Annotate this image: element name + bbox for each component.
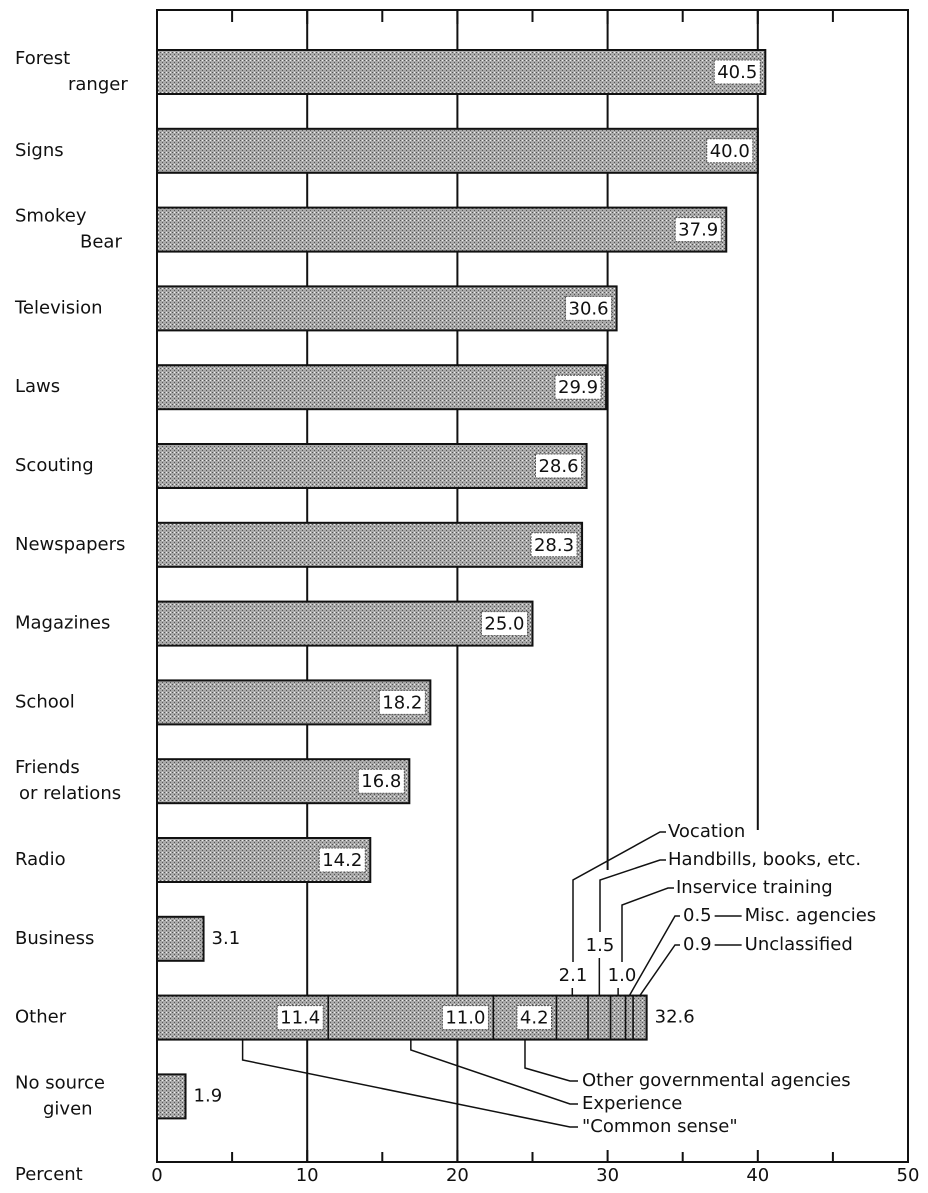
- bar: [156, 837, 372, 883]
- y-tick-label: Radio: [15, 849, 66, 870]
- segment-value-label: 2.1: [559, 965, 588, 986]
- leader-line: [410, 1039, 578, 1105]
- label-box: [516, 1005, 553, 1031]
- label-box: [378, 689, 426, 715]
- segment-name: Vocation: [668, 821, 745, 842]
- bar-segment: [624, 994, 634, 1041]
- segment-name: Other governmental agencies: [582, 1070, 851, 1091]
- bar: [156, 364, 608, 411]
- bar: [156, 127, 759, 174]
- y-tick-label: School: [15, 691, 75, 712]
- segment-name: Inservice training: [676, 877, 833, 898]
- bar: [156, 443, 588, 489]
- y-tick-label: Bear: [80, 232, 122, 253]
- segment-value-label: 0.5: [683, 905, 712, 926]
- label-box: [530, 532, 578, 558]
- x-tick-label: 0: [151, 1165, 162, 1186]
- label-box: [554, 374, 602, 400]
- bar-segment: [587, 994, 612, 1041]
- y-tick-label: Scouting: [15, 455, 94, 476]
- y-tick-label: given: [43, 1098, 93, 1119]
- leader-line: [524, 1039, 578, 1082]
- leader-line: [639, 944, 680, 997]
- segment-value-label: 1.0: [608, 965, 637, 986]
- y-tick-label: Other: [15, 1007, 67, 1028]
- frame: [156, 9, 909, 1163]
- value-label: 37.9: [678, 220, 718, 241]
- label-box: [706, 138, 754, 164]
- segment-name: Experience: [582, 1093, 682, 1114]
- value-label: 28.6: [538, 456, 578, 477]
- value-label: 18.2: [382, 692, 422, 713]
- y-tick-label: Newspapers: [15, 534, 125, 555]
- value-label: 29.9: [558, 377, 598, 398]
- value-label: 3.1: [212, 928, 241, 949]
- x-tick-label: 50: [897, 1165, 920, 1186]
- label-box: [674, 217, 722, 243]
- y-tick-label: No source: [15, 1072, 105, 1093]
- y-tick-label: Laws: [15, 376, 60, 397]
- segment-value-label: 11.0: [445, 1008, 485, 1029]
- bar: [156, 915, 205, 962]
- y-tick-label: Smokey: [15, 206, 87, 227]
- y-tick-label: Television: [14, 297, 103, 318]
- segment-value-label: 1.5: [586, 935, 615, 956]
- leader-line: [599, 859, 666, 932]
- bar-total: [156, 994, 648, 1041]
- label-box: [276, 1005, 324, 1031]
- segment-value-label: 0.9: [683, 934, 712, 955]
- segment-name: Unclassified: [745, 934, 853, 955]
- value-label: 40.0: [710, 141, 750, 162]
- label-box: [534, 453, 583, 479]
- label-box: [713, 59, 761, 85]
- value-label: 32.6: [655, 1007, 695, 1028]
- x-tick-label: 10: [296, 1165, 319, 1186]
- segment-value-label: 11.4: [280, 1008, 320, 1029]
- y-tick-label: ranger: [68, 74, 128, 95]
- value-label: 25.0: [484, 614, 524, 635]
- leader-line: [628, 915, 680, 996]
- leader-line: [621, 887, 674, 962]
- bar: [156, 206, 728, 253]
- bar-segment: [555, 994, 589, 1041]
- value-label: 40.5: [717, 62, 757, 83]
- leader-line: [241, 1039, 578, 1128]
- y-tick-label: Forest: [15, 48, 70, 69]
- leader-line: [572, 831, 666, 962]
- x-tick-label: 30: [596, 1165, 619, 1186]
- label-box: [357, 768, 405, 794]
- value-label: 1.9: [194, 1085, 223, 1106]
- segment-name: Handbills, books, etc.: [668, 849, 861, 870]
- y-tick-label: Magazines: [15, 613, 110, 634]
- y-tick-label: or relations: [19, 783, 121, 804]
- bar: [156, 1073, 187, 1120]
- bar-segment: [609, 994, 627, 1041]
- bar: [156, 600, 534, 647]
- segment-name: "Common sense": [582, 1116, 738, 1137]
- y-tick-label: Business: [15, 928, 94, 949]
- x-axis-label: Percent: [15, 1164, 83, 1185]
- value-label: 30.6: [569, 298, 609, 319]
- y-tick-label: Signs: [15, 140, 64, 161]
- bar: [156, 521, 584, 568]
- value-label: 14.2: [322, 850, 362, 871]
- label-box: [480, 611, 528, 637]
- label-box: [565, 295, 613, 321]
- label-box: [318, 847, 366, 873]
- bar: [156, 49, 767, 95]
- label-box: [441, 1005, 489, 1031]
- bar: [156, 285, 618, 332]
- x-tick-label: 40: [746, 1165, 769, 1186]
- value-label: 28.3: [534, 535, 574, 556]
- segment-name: Misc. agencies: [745, 905, 877, 926]
- segment-value-label: 4.2: [520, 1008, 549, 1029]
- x-tick-label: 20: [446, 1165, 469, 1186]
- value-label: 16.8: [361, 771, 401, 792]
- y-tick-label: Friends: [15, 757, 80, 778]
- bar-segment: [632, 994, 648, 1041]
